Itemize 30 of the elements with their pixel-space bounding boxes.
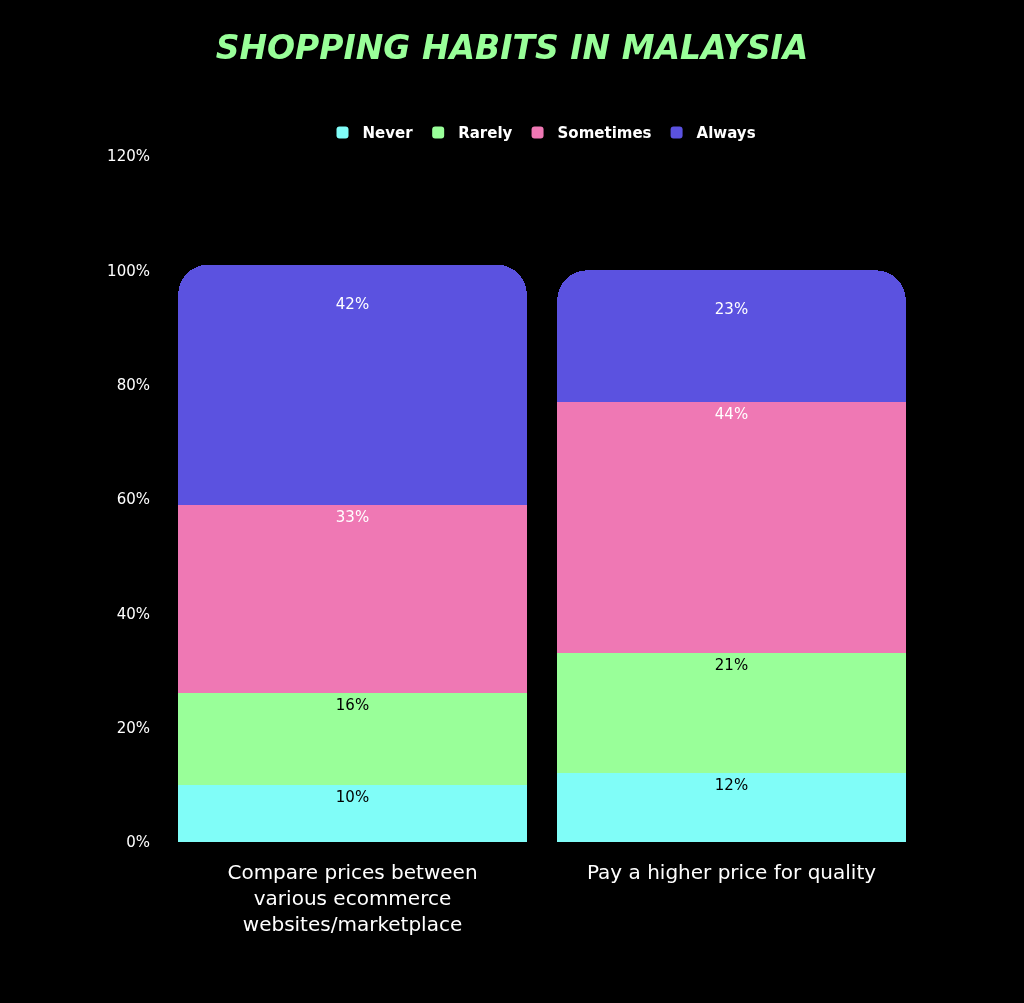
legend-label: Sometimes: [557, 124, 652, 143]
y-tick-label: 0%: [126, 833, 150, 852]
y-tick-label: 40%: [116, 604, 150, 623]
y-tick-label: 120%: [107, 147, 150, 166]
bar: [178, 504, 527, 694]
chart-title: SHOPPING HABITS IN MALAYSIA: [215, 27, 809, 67]
data-label: 33%: [335, 507, 370, 526]
data-label: 10%: [335, 787, 370, 806]
legend-label: Rarely: [458, 124, 513, 143]
y-tick-label: 80%: [116, 375, 150, 394]
bar: [557, 270, 906, 402]
data-label: 44%: [714, 404, 749, 423]
data-label: 42%: [335, 294, 370, 313]
y-tick-label: 60%: [116, 490, 150, 509]
bar: [557, 653, 906, 774]
bar: [557, 401, 906, 654]
bar: [178, 784, 527, 842]
data-label: 16%: [335, 696, 370, 715]
bar: [178, 264, 527, 505]
legend-label: Never: [362, 124, 414, 143]
data-label: 12%: [714, 776, 749, 795]
x-tick-label: Compare prices between various ecommerce websites/marketplace: [227, 860, 478, 936]
bar: [178, 693, 527, 785]
data-label: 23%: [714, 300, 749, 319]
x-tick-label: Pay a higher price for quality: [586, 860, 877, 884]
legend-label: Always: [696, 124, 756, 143]
data-label: 21%: [714, 656, 749, 675]
bar: [557, 773, 906, 842]
y-tick-label: 20%: [116, 718, 150, 737]
y-tick-label: 100%: [107, 261, 150, 280]
